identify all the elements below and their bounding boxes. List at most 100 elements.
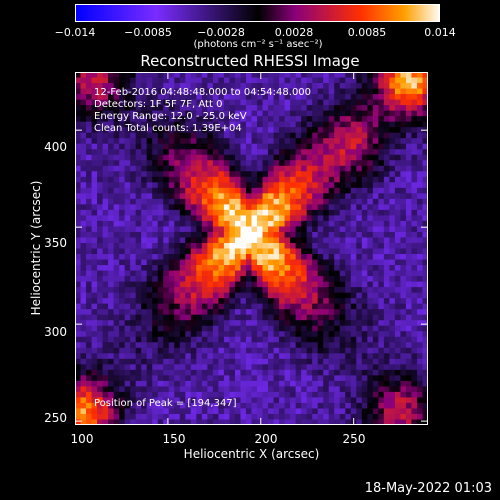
- heatmap-cell: [124, 127, 131, 134]
- heatmap-cell: [251, 364, 258, 371]
- colorbar-tick: 0.0085: [347, 26, 387, 39]
- heatmap-cell: [251, 165, 258, 172]
- heatmap-cell: [361, 353, 368, 360]
- heatmap-cell: [339, 94, 346, 100]
- heatmap-cell: [361, 193, 368, 200]
- heatmap-cell: [113, 391, 120, 398]
- heatmap-cell: [179, 408, 186, 415]
- heatmap-cell: [405, 309, 412, 316]
- heatmap-cell: [400, 413, 407, 420]
- heatmap-cell: [257, 353, 263, 360]
- heatmap-cell: [108, 380, 115, 387]
- heatmap-cell: [245, 204, 252, 211]
- heatmap-cell: [411, 110, 418, 117]
- heatmap-cell: [185, 353, 192, 360]
- heatmap-cell: [378, 320, 385, 327]
- heatmap-cell: [130, 231, 137, 238]
- heatmap-cell: [323, 248, 330, 255]
- heatmap-cell: [273, 270, 280, 277]
- heatmap-cell: [108, 419, 115, 425]
- heatmap-cell: [179, 254, 186, 260]
- heatmap-cell: [312, 105, 319, 112]
- heatmap-cell: [295, 298, 302, 305]
- heatmap-cell: [168, 198, 175, 205]
- heatmap-cell: [201, 237, 208, 244]
- heatmap-cell: [383, 408, 390, 415]
- heatmap-cell: [80, 364, 87, 371]
- heatmap-cell: [97, 419, 103, 425]
- heatmap-cell: [119, 94, 126, 100]
- heatmap-cell: [262, 116, 269, 123]
- heatmap-cell: [201, 160, 208, 167]
- heatmap-cell: [422, 138, 428, 145]
- heatmap-cell: [201, 193, 208, 200]
- heatmap-cell: [405, 397, 412, 404]
- heatmap-cell: [234, 237, 241, 244]
- heatmap-cell: [174, 110, 181, 117]
- heatmap-cell: [163, 375, 170, 382]
- heatmap-cell: [339, 408, 346, 415]
- heatmap-cell: [295, 154, 302, 161]
- heatmap-cell: [350, 248, 357, 255]
- heatmap-cell: [108, 265, 115, 271]
- heatmap-cell: [350, 110, 357, 117]
- heatmap-cell: [339, 413, 346, 420]
- heatmap-cell: [323, 419, 330, 425]
- annotation-detectors: Detectors: 1F 5F 7F, Att 0: [94, 99, 223, 110]
- heatmap-cell: [295, 259, 302, 266]
- heatmap-cell: [174, 215, 181, 222]
- heatmap-cell: [108, 187, 115, 194]
- heatmap-cell: [317, 237, 324, 244]
- heatmap-cell: [179, 342, 186, 349]
- heatmap-cell: [130, 242, 137, 249]
- heatmap-cell: [416, 187, 423, 194]
- heatmap-cell: [201, 276, 208, 282]
- heatmap-cell: [75, 380, 81, 387]
- heatmap-cell: [273, 325, 280, 332]
- heatmap-cell: [389, 402, 396, 409]
- heatmap-cell: [328, 215, 335, 222]
- heatmap-cell: [301, 138, 308, 145]
- heatmap-cell: [251, 303, 258, 310]
- heatmap-cell: [234, 143, 241, 150]
- heatmap-cell: [317, 248, 324, 255]
- heatmap-cell: [135, 237, 142, 244]
- heatmap-cell: [245, 254, 252, 260]
- heatmap-cell: [86, 77, 92, 84]
- heatmap-cell: [174, 281, 181, 288]
- heatmap-cell: [323, 116, 330, 123]
- heatmap-cell: [212, 165, 219, 172]
- heatmap-cell: [163, 298, 170, 305]
- heatmap-cell: [295, 242, 302, 249]
- heatmap-cell: [290, 331, 297, 338]
- heatmap-cell: [141, 375, 148, 382]
- heatmap-cell: [185, 77, 192, 84]
- heatmap-cell: [179, 149, 186, 156]
- heatmap-cell: [394, 204, 401, 211]
- heatmap-cell: [75, 375, 81, 382]
- heatmap-cell: [130, 138, 137, 145]
- heatmap-cell: [234, 220, 241, 227]
- heatmap-cell: [124, 276, 131, 282]
- heatmap-cell: [262, 391, 269, 398]
- heatmap-cell: [135, 231, 142, 238]
- heatmap-cell: [135, 303, 142, 310]
- heatmap-cell: [212, 176, 219, 183]
- heatmap-cell: [284, 149, 291, 156]
- heatmap-cell: [218, 149, 225, 156]
- heatmap-cell: [245, 220, 252, 227]
- heatmap-cell: [196, 270, 203, 277]
- heatmap-cell: [207, 386, 214, 393]
- heatmap-cell: [312, 331, 319, 338]
- heatmap-cell: [179, 171, 186, 178]
- heatmap-cell: [295, 176, 302, 183]
- heatmap-cell: [130, 419, 137, 425]
- heatmap-cell: [273, 116, 280, 123]
- heatmap-cell: [295, 105, 302, 112]
- heatmap-cell: [240, 160, 247, 167]
- heatmap-cell: [86, 314, 92, 321]
- heatmap-cell: [80, 121, 87, 128]
- heatmap-cell: [334, 325, 341, 332]
- heatmap-cell: [400, 276, 407, 282]
- heatmap-cell: [80, 99, 87, 106]
